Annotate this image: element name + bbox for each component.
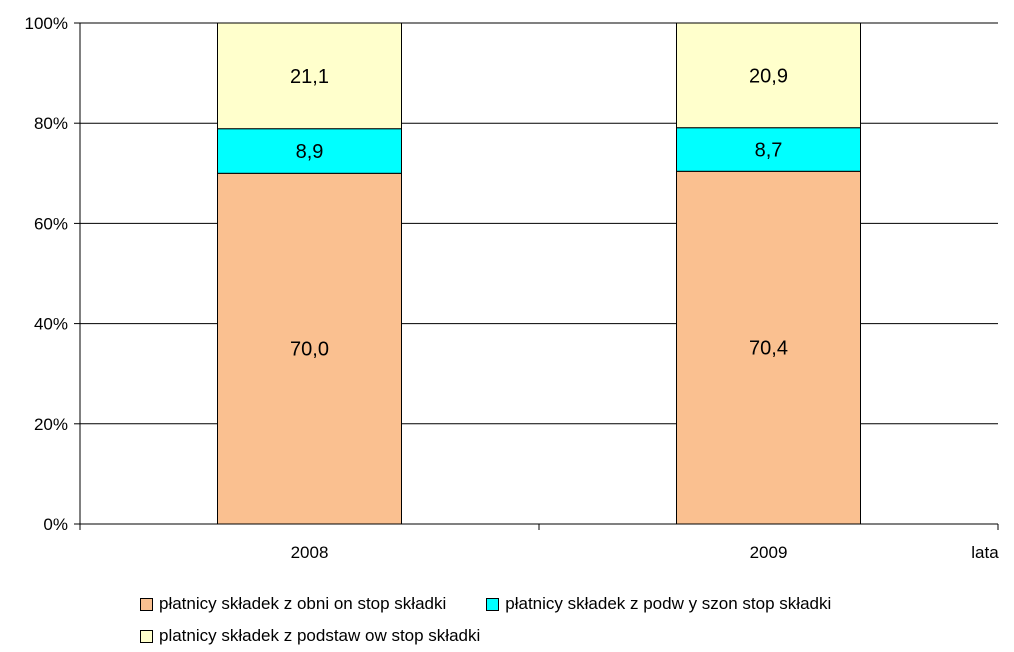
data-label: 20,9 xyxy=(749,65,788,87)
legend-label-basic: platnicy składek z podstaw ow stop skład… xyxy=(159,626,481,645)
x-tick-label: 2008 xyxy=(291,543,329,562)
x-axis-label: lata xyxy=(971,543,999,562)
y-tick-label: 20% xyxy=(34,415,68,434)
y-tick-label: 0% xyxy=(43,515,68,534)
bar-segment xyxy=(217,128,402,174)
legend-swatch-reduced xyxy=(140,597,153,611)
bar-segment xyxy=(217,22,402,130)
y-tick-label: 40% xyxy=(34,315,68,334)
y-tick-label: 80% xyxy=(34,114,68,133)
legend-label-reduced: płatnicy składek z obni on stop składki xyxy=(159,594,447,613)
axes xyxy=(74,22,999,530)
bar-segment xyxy=(217,172,402,525)
bar-segment xyxy=(676,170,861,525)
y-tick-label: 100% xyxy=(25,14,68,33)
x-tick-label: 2009 xyxy=(750,543,788,562)
legend: płatnicy składek z obni on stop składki … xyxy=(140,588,1010,652)
data-label: 70,0 xyxy=(290,339,329,361)
legend-item-basic: platnicy składek z podstaw ow stop skład… xyxy=(140,626,480,646)
legend-item-reduced: płatnicy składek z obni on stop składki xyxy=(140,594,446,614)
legend-item-increased: płatnicy składek z podw y szon stop skła… xyxy=(486,594,831,614)
legend-swatch-increased xyxy=(486,597,500,611)
tick-labels: 0% 20% 40% 60% 80% 100% 2008 2009 xyxy=(25,14,788,562)
legend-row-2: platnicy składek z podstaw ow stop skład… xyxy=(140,620,1010,652)
legend-swatch-basic xyxy=(140,629,153,643)
data-label: 8,7 xyxy=(755,140,783,162)
bar-segment xyxy=(676,22,861,129)
data-label: 21,1 xyxy=(290,66,329,88)
y-tick-label: 60% xyxy=(34,214,68,233)
legend-row-1: płatnicy składek z obni on stop składki … xyxy=(140,588,1010,620)
data-label: 8,9 xyxy=(296,141,324,163)
legend-label-increased: płatnicy składek z podw y szon stop skła… xyxy=(505,594,832,613)
data-label: 70,4 xyxy=(749,338,788,360)
bars: 70,0 8,9 21,1 70,4 8,7 20,9 xyxy=(217,22,861,525)
